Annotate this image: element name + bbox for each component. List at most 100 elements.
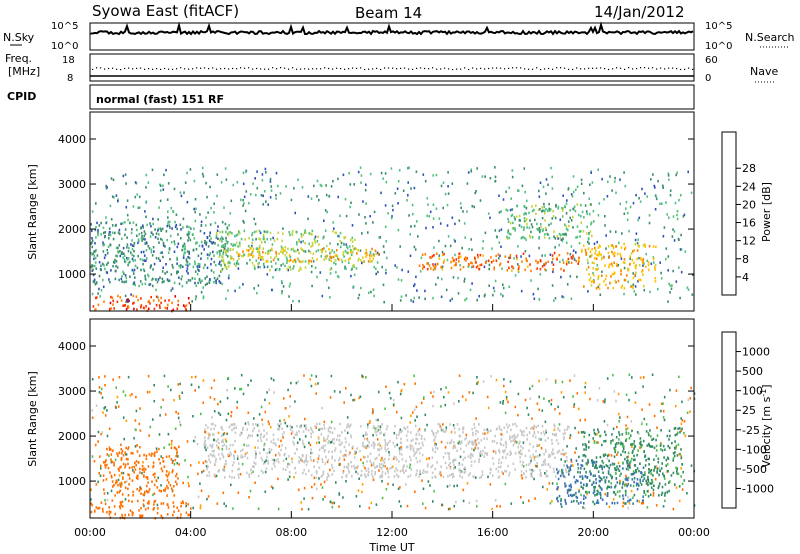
heatmap-cell [221, 468, 224, 471]
heatmap-cell [574, 481, 577, 484]
heatmap-cell [360, 259, 362, 262]
heatmap-cell [402, 189, 405, 192]
heatmap-cell [229, 451, 232, 454]
heatmap-cell [524, 212, 526, 215]
heatmap-cell [559, 218, 562, 221]
nave-point [416, 67, 418, 69]
heatmap-cell [289, 233, 291, 237]
heatmap-cell [574, 209, 577, 213]
heatmap-cell [118, 469, 120, 472]
heatmap-cell [166, 278, 169, 281]
heatmap-cell [289, 395, 291, 398]
heatmap-cell [221, 452, 223, 455]
heatmap-cell [622, 467, 624, 470]
heatmap-cell [634, 458, 636, 461]
heatmap-cell [102, 262, 104, 266]
heatmap-cell [121, 280, 123, 283]
heatmap-cell [139, 486, 141, 489]
heatmap-cell [271, 243, 274, 246]
heatmap-cell [310, 197, 313, 200]
heatmap-cell [432, 217, 435, 220]
heatmap-cell [383, 300, 385, 304]
heatmap-cell [204, 224, 207, 227]
heatmap-cell [586, 492, 588, 496]
heatmap-cell [110, 295, 112, 299]
heatmap-cell [438, 257, 441, 260]
heatmap-cell [155, 232, 158, 235]
heatmap-cell [630, 420, 633, 423]
heatmap-cell [344, 197, 347, 201]
heatmap-cell [320, 248, 322, 252]
heatmap-cell [557, 207, 559, 210]
heatmap-cell [516, 204, 519, 208]
heatmap-cell [122, 476, 124, 479]
y-tick-label: 3000 [58, 178, 86, 191]
heatmap-cell [641, 421, 643, 424]
heatmap-cell [157, 227, 160, 230]
heatmap-cell [207, 454, 210, 458]
heatmap-cell [386, 256, 388, 260]
heatmap-cell [518, 224, 521, 227]
heatmap-cell [281, 444, 283, 447]
heatmap-cell [321, 460, 324, 463]
heatmap-cell [202, 175, 205, 178]
nave-point [616, 67, 618, 69]
heatmap-cell [439, 222, 442, 225]
heatmap-cell [287, 388, 289, 392]
heatmap-cell [157, 257, 160, 260]
heatmap-cell [392, 457, 395, 461]
heatmap-cell [340, 258, 343, 262]
heatmap-cell [231, 463, 234, 467]
heatmap-cell [374, 471, 376, 474]
heatmap-cell [128, 246, 130, 250]
heatmap-cell [599, 476, 602, 480]
heatmap-cell [122, 222, 124, 225]
nave-point [648, 67, 650, 69]
heatmap-cell [651, 373, 654, 376]
heatmap-cell [593, 488, 596, 492]
heatmap-cell [91, 264, 93, 267]
heatmap-cell [424, 297, 426, 301]
heatmap-cell [523, 213, 525, 216]
heatmap-cell [538, 246, 540, 250]
heatmap-cell [318, 198, 320, 202]
nave-point [112, 67, 114, 69]
heatmap-cell [232, 248, 234, 251]
heatmap-cell [169, 258, 171, 261]
heatmap-cell [137, 241, 139, 245]
heatmap-cell [569, 209, 572, 212]
heatmap-cell [422, 471, 424, 474]
heatmap-cell [115, 223, 117, 227]
heatmap-cell [444, 244, 447, 248]
heatmap-cell [161, 270, 164, 273]
heatmap-cell [511, 208, 514, 211]
heatmap-cell [503, 378, 505, 381]
heatmap-cell [232, 507, 234, 510]
heatmap-cell [225, 444, 228, 448]
heatmap-cell [614, 486, 616, 489]
heatmap-cell [507, 464, 509, 468]
heatmap-cell [135, 476, 138, 479]
heatmap-cell [446, 485, 449, 488]
heatmap-cell [328, 194, 330, 198]
heatmap-cell [565, 470, 568, 474]
heatmap-cell [589, 183, 591, 186]
heatmap-cell [198, 265, 200, 268]
heatmap-cell [560, 473, 563, 476]
heatmap-cell [577, 463, 579, 466]
heatmap-cell [265, 459, 267, 462]
heatmap-cell [323, 219, 325, 222]
heatmap-cell [453, 463, 455, 467]
heatmap-cell [258, 429, 260, 433]
heatmap-cell [379, 474, 382, 478]
heatmap-cell [100, 387, 103, 391]
nave-point [348, 68, 350, 70]
heatmap-cell [451, 256, 454, 260]
heatmap-cell [575, 459, 578, 462]
heatmap-cell [673, 230, 676, 233]
heatmap-cell [262, 194, 264, 198]
heatmap-cell [202, 401, 204, 404]
heatmap-cell [126, 213, 129, 217]
heatmap-cell [566, 252, 569, 255]
